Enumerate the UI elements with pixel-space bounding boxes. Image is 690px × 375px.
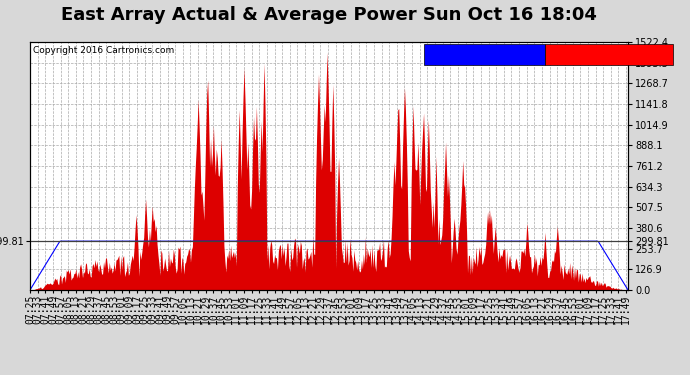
Text: East Array Actual & Average Power Sun Oct 16 18:04: East Array Actual & Average Power Sun Oc… [61, 6, 597, 24]
Text: East Array  (DC Watts): East Array (DC Watts) [549, 50, 663, 59]
Text: Average  (DC Watts): Average (DC Watts) [428, 50, 531, 59]
Text: Copyright 2016 Cartronics.com: Copyright 2016 Cartronics.com [33, 46, 175, 55]
